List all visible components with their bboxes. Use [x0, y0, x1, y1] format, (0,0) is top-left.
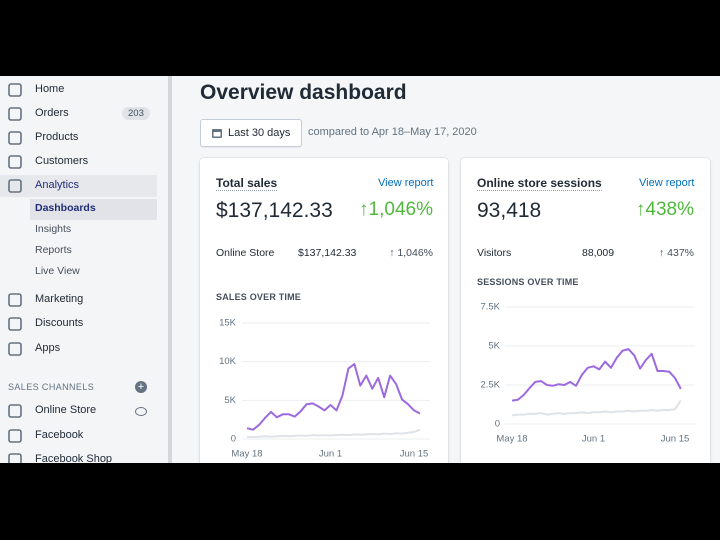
nav-item[interactable]: Products: [35, 131, 79, 143]
view-report-link[interactable]: View report: [378, 177, 434, 189]
nav-icon: [8, 429, 22, 443]
divider: [168, 0, 172, 540]
channel-item[interactable]: Facebook: [35, 429, 84, 441]
nav-icon: [8, 342, 22, 356]
card: [461, 158, 710, 488]
series-line: [511, 400, 682, 417]
nav-icon: [8, 107, 22, 121]
x-tick-label: May 18: [231, 449, 262, 460]
chart-title: SESSIONS OVER TIME: [477, 277, 579, 287]
calendar-icon: [212, 129, 222, 138]
subnav-item[interactable]: Reports: [35, 244, 72, 256]
page-title: Overview dashboard: [200, 81, 407, 104]
card-change: ↑438%: [635, 199, 694, 220]
breakdown-change: ↑ 437%: [658, 247, 694, 259]
view-icon[interactable]: [135, 407, 147, 416]
series-line: [511, 348, 682, 402]
nav-item[interactable]: Analytics: [35, 179, 80, 191]
series-line: [246, 363, 421, 431]
y-tick-label: 7.5K: [480, 302, 500, 313]
comparison-text: compared to Apr 18–May 17, 2020: [308, 126, 477, 138]
x-tick-label: Jun 15: [400, 449, 429, 460]
add-channel[interactable]: +: [135, 381, 147, 393]
x-tick-label: May 18: [496, 434, 527, 445]
nav-icon: [8, 83, 22, 97]
subnav-active-bg: [30, 199, 157, 220]
x-tick-label: Jun 1: [319, 449, 342, 460]
y-tick-label: 0: [495, 419, 500, 430]
y-tick-label: 0: [231, 434, 236, 445]
breakdown-label: Visitors: [477, 247, 512, 259]
breakdown-change: ↑ 1,046%: [389, 247, 433, 259]
card-title: Online store sessions: [477, 176, 602, 191]
section-title: SALES CHANNELS: [8, 382, 95, 392]
card-value: 93,418: [477, 199, 542, 222]
breakdown-value: $137,142.33: [298, 247, 357, 259]
y-tick-label: 10K: [219, 356, 237, 367]
nav-icon: [8, 179, 22, 193]
nav-icon: [8, 131, 22, 145]
card-title: Total sales: [216, 176, 278, 191]
y-tick-label: 2.5K: [480, 380, 500, 391]
chart-title: SALES OVER TIME: [216, 292, 302, 302]
subnav-item[interactable]: Dashboards: [35, 202, 96, 214]
subnav-item[interactable]: Insights: [35, 223, 72, 235]
card-change: ↑1,046%: [359, 199, 433, 220]
x-tick-label: Jun 15: [661, 434, 690, 445]
x-tick-label: Jun 1: [582, 434, 605, 445]
breakdown-label: Online Store: [216, 247, 275, 259]
nav-icon: [8, 155, 22, 169]
nav-active-bg: [0, 175, 157, 197]
card-value: $137,142.33: [216, 199, 333, 222]
y-tick-label: 15K: [219, 318, 237, 329]
view-report-link[interactable]: View report: [639, 177, 695, 189]
nav-item[interactable]: Marketing: [35, 293, 84, 305]
nav-icon: [8, 293, 22, 307]
nav-icon: [8, 317, 22, 331]
nav-badge: 203: [122, 107, 150, 120]
nav-item[interactable]: Orders: [35, 107, 69, 119]
date-button[interactable]: Last 30 days: [200, 119, 302, 147]
channel-item[interactable]: Facebook Shop: [35, 453, 113, 465]
date-button-label: Last 30 days: [228, 127, 291, 139]
subnav-item[interactable]: Live View: [35, 265, 80, 277]
y-tick-label: 5K: [224, 395, 236, 406]
nav-item[interactable]: Apps: [35, 342, 61, 354]
nav-item[interactable]: Home: [35, 83, 65, 95]
nav-icon: [8, 404, 22, 418]
nav-item[interactable]: Customers: [35, 155, 89, 167]
letterbox-top: [0, 0, 720, 76]
series-line: [246, 428, 421, 439]
breakdown-value: 88,009: [582, 247, 615, 259]
letterbox-bottom: [0, 463, 720, 540]
sidebar: Home Orders 203 Products Customers Analytics D…: [0, 0, 168, 540]
nav-item[interactable]: Discounts: [35, 317, 84, 329]
channel-item[interactable]: Online Store: [35, 404, 97, 416]
y-tick-label: 5K: [488, 341, 500, 352]
